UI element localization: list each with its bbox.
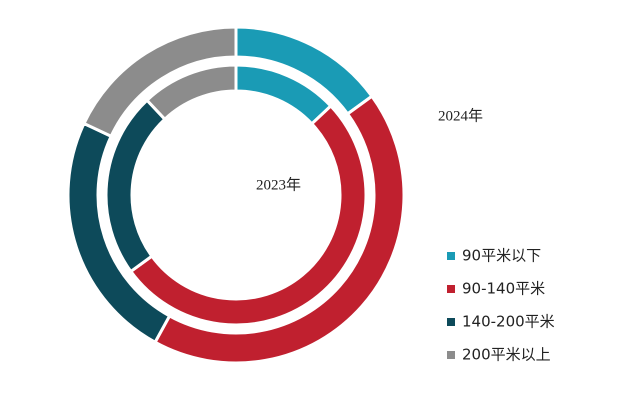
donut-segment <box>153 94 406 365</box>
legend-swatch <box>447 285 455 293</box>
donut-segment <box>144 63 238 122</box>
inner-ring-label: 2023年 <box>256 176 301 193</box>
legend-label: 90-140平米 <box>462 280 545 298</box>
legend-label: 90平米以下 <box>462 247 541 265</box>
outer-ring-label: 2024年 <box>438 107 483 124</box>
legend-swatch <box>447 318 455 326</box>
legend-label: 140-200平米 <box>462 313 555 331</box>
legend-label: 200平米以上 <box>462 346 551 364</box>
legend-swatch <box>447 351 455 359</box>
legend-swatch <box>447 252 455 260</box>
donut-segment <box>128 103 368 327</box>
donut-segment <box>81 25 238 139</box>
